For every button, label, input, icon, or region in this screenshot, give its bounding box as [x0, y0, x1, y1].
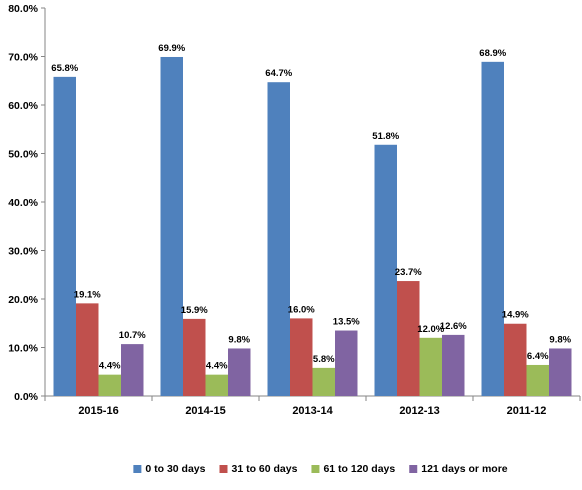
bar-31-to-60-days-2013-14 — [290, 318, 313, 396]
data-label: 12.0% — [417, 324, 444, 335]
y-tick-label: 80.0% — [8, 3, 38, 15]
legend-swatch-0-to-30-days — [133, 465, 142, 473]
legend-swatch-31-to-60-days — [219, 465, 228, 473]
bar-121-days-or-more-2014-15 — [228, 348, 251, 396]
data-label: 4.4% — [99, 361, 121, 372]
bar-31-to-60-days-2012-13 — [397, 281, 420, 396]
data-label: 13.5% — [333, 317, 360, 328]
legend-label-121-days-or-more: 121 days or more — [421, 463, 508, 475]
y-tick-label: 30.0% — [8, 246, 38, 258]
legend-swatch-121-days-or-more — [409, 465, 418, 473]
bar-31-to-60-days-2015-16 — [76, 303, 99, 396]
bar-61-to-120-days-2012-13 — [419, 337, 442, 396]
y-tick-label: 70.0% — [8, 52, 38, 64]
y-tick-label: 40.0% — [8, 197, 38, 209]
data-label: 10.7% — [119, 330, 146, 341]
data-label: 65.8% — [51, 63, 78, 74]
x-tick-label: 2013-14 — [292, 405, 333, 417]
data-label: 16.0% — [288, 304, 315, 315]
y-tick-label: 50.0% — [8, 149, 38, 161]
bar-121-days-or-more-2013-14 — [335, 330, 358, 396]
bar-61-to-120-days-2013-14 — [312, 367, 335, 396]
bar-121-days-or-more-2015-16 — [121, 344, 144, 396]
y-tick-label: 0.0% — [14, 391, 39, 403]
bar-0-to-30-days-2015-16 — [53, 76, 76, 397]
bar-61-to-120-days-2014-15 — [205, 374, 228, 396]
bar-31-to-60-days-2014-15 — [183, 318, 206, 396]
data-label: 9.8% — [228, 334, 250, 345]
bar-0-to-30-days-2013-14 — [267, 82, 290, 396]
data-label: 15.9% — [181, 305, 208, 316]
legend-swatch-61-to-120-days — [311, 465, 320, 473]
data-label: 23.7% — [395, 267, 422, 278]
data-label: 5.8% — [313, 354, 335, 365]
data-label: 14.9% — [502, 310, 529, 321]
bar-0-to-30-days-2014-15 — [160, 56, 183, 397]
bar-61-to-120-days-2015-16 — [98, 374, 121, 396]
data-label: 51.8% — [372, 131, 399, 142]
x-tick-label: 2012-13 — [399, 405, 439, 417]
data-label: 4.4% — [206, 361, 228, 372]
data-label: 6.4% — [527, 351, 549, 362]
bar-61-to-120-days-2011-12 — [526, 364, 549, 396]
axes: 0.0% 10.0% 20.0% 30.0% 40.0% 50.0% 60.0% 70.0% 8… — [8, 3, 581, 417]
y-tick-label: 60.0% — [8, 100, 38, 112]
data-label: 64.7% — [265, 68, 292, 79]
bar-0-to-30-days-2011-12 — [481, 61, 504, 397]
bar-0-to-30-days-2012-13 — [374, 144, 397, 396]
bar-121-days-or-more-2011-12 — [549, 348, 572, 396]
data-label: 68.9% — [479, 48, 506, 59]
bars — [53, 56, 572, 397]
data-label: 19.1% — [74, 289, 101, 300]
bar-121-days-or-more-2012-13 — [442, 334, 465, 396]
y-tick-label: 20.0% — [8, 294, 38, 306]
x-tick-label: 2015-16 — [78, 405, 118, 417]
legend-label-0-to-30-days: 0 to 30 days — [145, 463, 205, 475]
legend-label-31-to-60-days: 31 to 60 days — [231, 463, 297, 475]
legend-label-61-to-120-days: 61 to 120 days — [323, 463, 395, 475]
data-label: 9.8% — [549, 334, 571, 345]
data-label: 69.9% — [158, 43, 185, 54]
legend: 0 to 30 days 31 to 60 days 61 to 120 days 1… — [133, 463, 508, 475]
bar-31-to-60-days-2011-12 — [504, 323, 527, 396]
data-label: 12.6% — [440, 321, 467, 332]
x-tick-label: 2014-15 — [185, 405, 225, 417]
y-tick-label: 10.0% — [8, 343, 38, 355]
x-tick-label: 2011-12 — [507, 405, 547, 417]
data-labels: 65.8% 19.1% 4.4% 10.7% 69.9% 15.9% 4.4% 9.8% 64.… — [51, 43, 571, 372]
